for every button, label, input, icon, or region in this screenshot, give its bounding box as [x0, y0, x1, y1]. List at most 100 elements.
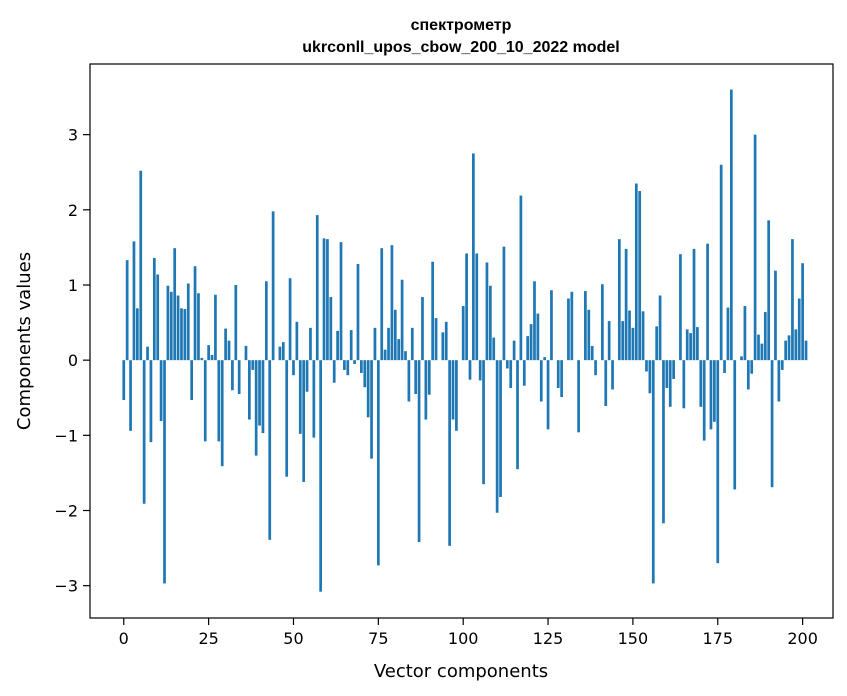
bar-105 — [478, 360, 482, 381]
bar-64 — [339, 242, 343, 361]
bar-7 — [146, 346, 149, 361]
bar-195 — [784, 340, 788, 361]
bar-144 — [611, 360, 614, 390]
bar-197 — [791, 239, 794, 361]
bar-22 — [197, 293, 200, 361]
bar-141 — [601, 284, 604, 361]
bar-40 — [258, 360, 261, 426]
bar-14 — [169, 291, 173, 361]
bar-180 — [733, 360, 737, 490]
bar-147 — [621, 321, 625, 361]
bar-159 — [662, 360, 665, 524]
bar-165 — [682, 360, 686, 409]
bar-193 — [777, 360, 781, 402]
bar-152 — [638, 191, 642, 361]
x-tick-label: 75 — [368, 629, 388, 648]
bar-68 — [353, 360, 356, 364]
bar-73 — [370, 360, 373, 459]
bar-31 — [227, 340, 231, 361]
bar-47 — [281, 342, 285, 361]
bar-169 — [696, 327, 699, 361]
bar-171 — [702, 360, 706, 441]
bar-72 — [366, 360, 370, 418]
y-tick-label: −1 — [54, 426, 78, 445]
bar-75 — [376, 360, 380, 566]
bar-60 — [326, 239, 329, 361]
bar-194 — [780, 360, 784, 370]
bar-58 — [319, 360, 322, 592]
bar-187 — [757, 334, 760, 361]
bar-146 — [617, 239, 621, 361]
bar-3 — [132, 241, 136, 361]
chart-title-line2: ukrconll_upos_cbow_200_10_2022 model — [302, 39, 619, 56]
y-axis-ticks: −3 −2 −1 0 1 2 3 — [54, 126, 90, 596]
bar-34 — [237, 360, 241, 394]
bar-51 — [295, 321, 299, 361]
bar-50 — [292, 360, 295, 376]
bar-32 — [231, 360, 234, 391]
bar-84 — [407, 360, 411, 402]
bar-17 — [180, 308, 183, 361]
bar-111 — [499, 360, 502, 497]
bar-117 — [519, 195, 523, 361]
bar-98 — [455, 360, 458, 431]
bar-149 — [628, 310, 631, 361]
y-tick-label: −3 — [54, 577, 78, 596]
bar-109 — [492, 337, 496, 361]
bar-39 — [254, 360, 258, 456]
bar-108 — [488, 285, 492, 361]
bar-160 — [665, 360, 669, 388]
bar-71 — [363, 360, 367, 388]
bar-172 — [706, 243, 709, 361]
bar-101 — [465, 253, 468, 361]
bar-177 — [723, 360, 726, 373]
bar-158 — [658, 295, 662, 361]
bar-11 — [159, 360, 163, 422]
bar-199 — [797, 298, 801, 361]
bar-81 — [397, 339, 401, 361]
bar-94 — [441, 332, 445, 361]
bar-110 — [495, 360, 499, 513]
bar-151 — [634, 183, 638, 361]
bar-148 — [624, 248, 628, 361]
x-tick-label: 175 — [702, 629, 733, 648]
bar-123 — [539, 360, 543, 402]
bar-79 — [390, 245, 394, 361]
bar-190 — [767, 220, 771, 361]
bar-138 — [590, 345, 594, 361]
bar-33 — [234, 285, 238, 361]
bar-95 — [444, 321, 448, 361]
bar-80 — [393, 309, 397, 361]
bar-156 — [651, 360, 655, 584]
bar-53 — [302, 360, 306, 482]
bar-128 — [556, 360, 560, 388]
chart-title-line1: спектрометр — [411, 17, 512, 34]
bar-164 — [679, 254, 682, 361]
bar-46 — [278, 346, 282, 361]
bar-124 — [543, 357, 547, 361]
bar-115 — [512, 340, 516, 361]
bar-119 — [526, 336, 530, 361]
bar-178 — [726, 307, 730, 361]
bar-24 — [203, 360, 207, 442]
x-tick-label: 125 — [533, 629, 564, 648]
bar-89 — [424, 360, 428, 420]
bar-104 — [475, 253, 479, 361]
bar-137 — [587, 309, 591, 361]
bar-131 — [567, 298, 570, 361]
bar-155 — [648, 360, 652, 394]
bar-74 — [373, 327, 377, 361]
bar-25 — [207, 345, 210, 361]
x-tick-label: 100 — [448, 629, 479, 648]
bar-143 — [607, 321, 611, 361]
bar-28 — [217, 360, 221, 442]
bar-107 — [485, 262, 489, 361]
plot-frame — [89, 63, 834, 619]
bar-201 — [804, 340, 808, 361]
bar-0 — [122, 360, 126, 401]
bar-184 — [746, 360, 750, 390]
bar-196 — [787, 335, 791, 361]
bar-174 — [713, 360, 716, 422]
bar-112 — [502, 246, 506, 361]
